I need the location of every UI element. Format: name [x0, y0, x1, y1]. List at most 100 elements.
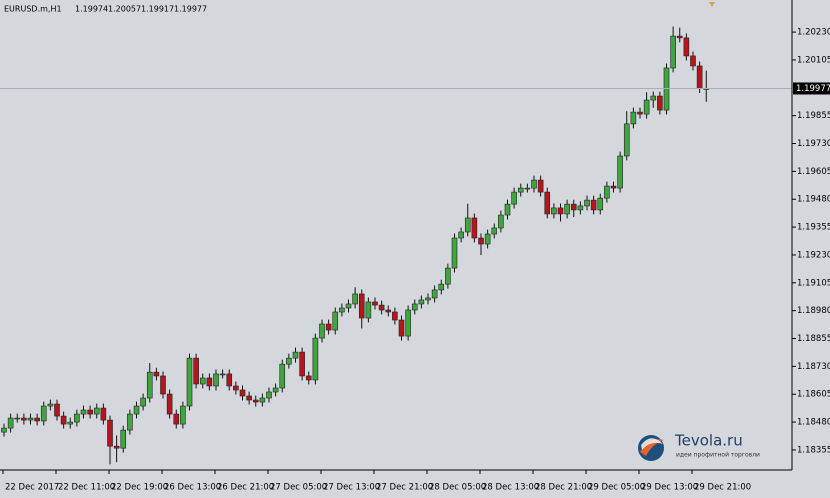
candle-body: [570, 203, 577, 211]
bid-label: 1.19977: [796, 84, 830, 94]
candle-body: [332, 311, 339, 331]
candle-body: [504, 203, 511, 216]
candle-body: [259, 397, 266, 403]
candle-body: [7, 417, 14, 429]
candle-body: [87, 409, 93, 415]
candle-body: [173, 413, 180, 425]
candle-body: [491, 227, 498, 235]
candle-body: [93, 407, 100, 415]
candle-body: [617, 155, 623, 189]
x-tick-label: 26 Dec 13:00: [164, 483, 221, 493]
candle-body: [458, 231, 464, 239]
candle-body: [27, 417, 34, 421]
candle-body: [233, 385, 239, 391]
x-tick-label: 27 Dec 21:00: [376, 483, 433, 493]
chart-title: EURUSD.m,H1: [4, 5, 62, 14]
candle-body: [696, 65, 703, 89]
watermark-title: Tevola.ru: [674, 432, 743, 450]
header-close: 1.19977: [174, 5, 207, 14]
watermark-subtitle: идеи профитной торговли: [676, 452, 760, 459]
y-tick-label: 1.20230: [797, 28, 830, 38]
candle-body: [266, 391, 272, 399]
candle-body: [54, 403, 60, 417]
candle-body: [1, 427, 7, 433]
candle-body: [113, 445, 120, 449]
candle-body: [40, 405, 47, 422]
candle-body: [21, 417, 27, 421]
y-tick-label: 1.19230: [797, 250, 830, 260]
candle-body: [544, 191, 551, 215]
candle-body: [133, 405, 140, 415]
candle-body: [186, 357, 193, 407]
candle-body: [153, 371, 160, 377]
candle-body: [577, 205, 584, 211]
candle-body: [146, 371, 153, 399]
candle-body: [670, 35, 676, 69]
x-tick-label: 27 Dec 13:00: [323, 483, 380, 493]
x-tick-label: 29 Dec 05:00: [588, 483, 645, 493]
watermark-logo: [638, 435, 664, 461]
y-tick-label: 1.19480: [797, 195, 830, 205]
candle-body: [590, 199, 597, 211]
candle-body: [160, 375, 166, 395]
candle-body: [279, 363, 286, 389]
candle-body: [219, 373, 226, 376]
candle-body: [339, 307, 345, 313]
candle-body: [292, 351, 299, 359]
candle-body: [418, 299, 425, 305]
candle-body: [345, 303, 352, 309]
header-open: 1.19974: [75, 5, 108, 14]
candle-body: [445, 267, 451, 285]
candle-body: [272, 387, 279, 393]
candle-body: [378, 304, 385, 311]
candle-body: [140, 397, 146, 407]
candle-body: [630, 111, 637, 125]
candle-body: [385, 309, 392, 313]
candle-body: [610, 185, 617, 189]
y-tick-label: 1.18355: [797, 445, 830, 455]
y-tick-label: 1.19855: [797, 111, 830, 121]
candle-body: [524, 187, 531, 190]
candle-body: [193, 357, 199, 385]
candle-body: [180, 405, 186, 425]
candle-body: [484, 233, 491, 245]
candle-body: [67, 421, 74, 425]
candle-body: [252, 399, 259, 403]
y-tick-label: 1.19355: [797, 223, 830, 233]
candle-body: [226, 373, 233, 387]
candle-body: [107, 419, 113, 447]
candle-body: [299, 351, 305, 377]
candle-body: [683, 37, 690, 57]
y-tick-label: 1.18730: [797, 362, 830, 372]
candle-body: [239, 389, 246, 397]
candle-body: [47, 403, 54, 407]
candle-body: [199, 377, 206, 385]
x-tick-label: 26 Dec 21:00: [217, 483, 274, 493]
candle-body: [517, 187, 524, 193]
header-high: 1.20057: [108, 5, 141, 14]
candle-body: [14, 417, 21, 420]
candle-body: [531, 179, 537, 189]
y-tick-label: 1.20105: [797, 55, 830, 65]
candle-body: [623, 123, 630, 157]
y-tick-label: 1.19105: [797, 278, 830, 288]
x-tick-label: 29 Dec 13:00: [641, 483, 698, 493]
x-tick-label: 27 Dec 05:00: [270, 483, 327, 493]
candle-body: [325, 323, 332, 331]
candle-body: [690, 55, 696, 67]
x-tick-label: 28 Dec 05:00: [429, 483, 486, 493]
candle-body: [166, 393, 173, 415]
candle-body: [305, 375, 312, 381]
y-tick-label: 1.18480: [797, 418, 830, 428]
x-tick-label: 28 Dec 21:00: [535, 483, 592, 493]
candle-body: [246, 395, 252, 401]
candle-body: [365, 301, 372, 319]
y-tick-label: 1.18980: [797, 306, 830, 316]
candle-body: [498, 214, 504, 229]
candle-body: [100, 407, 107, 421]
candle-body: [537, 179, 544, 193]
candle-body: [584, 199, 590, 207]
x-tick-label: 28 Dec 13:00: [482, 483, 539, 493]
